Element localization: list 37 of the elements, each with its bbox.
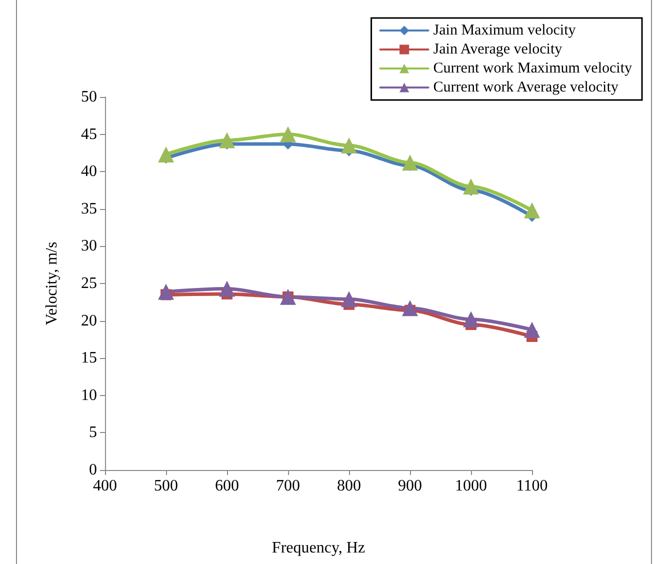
point xyxy=(463,311,479,328)
point xyxy=(280,126,296,142)
x-tick-label: 900 xyxy=(398,478,422,494)
y-tick-label: 20 xyxy=(81,312,97,330)
point xyxy=(524,202,540,218)
x-tick-label: 600 xyxy=(215,478,239,494)
y-tick-label: 25 xyxy=(81,275,97,292)
legend-label: Current work Maximum velocity xyxy=(433,60,632,76)
y-axis-title: Velocity, m/s xyxy=(44,242,60,326)
point xyxy=(463,178,479,195)
y-tick-label: 0 xyxy=(89,462,97,478)
y-tick-label: 40 xyxy=(81,163,97,180)
point xyxy=(219,132,235,148)
y-tick-label: 35 xyxy=(81,200,97,218)
x-tick-label: 400 xyxy=(93,478,117,494)
point xyxy=(219,280,235,297)
x-tick-label: 1000 xyxy=(455,478,487,494)
y-tick-label: 10 xyxy=(81,386,97,404)
x-tick-label: 800 xyxy=(337,478,361,494)
y-tick-label: 50 xyxy=(81,88,97,106)
point xyxy=(524,322,540,338)
point xyxy=(158,284,174,300)
point xyxy=(341,291,357,308)
legend-label: Current work Average velocity xyxy=(433,80,619,96)
x-tick-label: 1100 xyxy=(516,478,548,494)
x-tick-label: 500 xyxy=(154,478,178,494)
point xyxy=(402,300,418,316)
y-tick-label: 15 xyxy=(81,350,97,367)
legend-label: Jain Average velocity xyxy=(433,42,563,58)
y-tick-label: 30 xyxy=(81,238,97,255)
point xyxy=(402,154,418,171)
x-tick-label: 700 xyxy=(276,478,300,494)
point xyxy=(158,146,174,162)
legend-label: Jain Maximum velocity xyxy=(433,22,576,38)
x-axis-title: Frequency, Hz xyxy=(272,540,366,556)
y-tick-label: 45 xyxy=(81,126,97,143)
y-tick-label: 5 xyxy=(89,424,97,442)
